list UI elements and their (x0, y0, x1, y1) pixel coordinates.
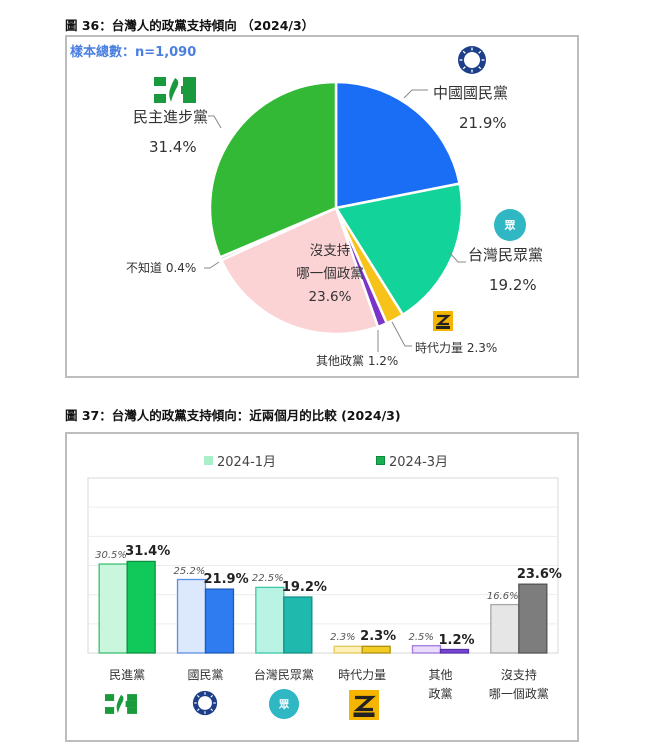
npp-logo-icon (349, 690, 379, 720)
value-label-jan: 16.6% (486, 590, 519, 602)
dpp-logo-icon (154, 77, 196, 103)
leader-line (391, 321, 412, 347)
category-label: 國民黨 (156, 666, 256, 685)
kmt-logo-icon (458, 46, 486, 74)
bar-2024-03 (204, 588, 235, 654)
figure-36-title: 圖 36：台灣人的政黨支持傾向 （2024/3） (65, 18, 315, 33)
legend-item-jan: 2024-1月 (204, 451, 276, 470)
svg-text:眾: 眾 (504, 219, 516, 232)
value-label-mar: 31.4% (125, 544, 171, 560)
other-party-label: 其他政黨 1.2% (316, 354, 399, 368)
legend-label-jan: 2024-1月 (217, 455, 277, 470)
legend-label-mar: 2024-3月 (389, 455, 449, 470)
figure-37-title: 圖 37：台灣人的政黨支持傾向：近兩個月的比較 (2024/3) (65, 408, 401, 423)
dpp-name-label: 民主進步黨 (133, 108, 209, 126)
category-label-line: 民進黨 (109, 668, 146, 682)
bar-2024-01 (490, 603, 520, 654)
bar-2024-01 (333, 645, 363, 654)
unknown-label: 不知道 0.4% (126, 261, 197, 275)
value-label-mar: 21.9% (203, 572, 249, 588)
sample-size-label: 樣本總數：n=1,090 (70, 45, 197, 60)
kmt-pct-label: 21.9% (459, 114, 507, 132)
tpp-pct-label: 19.2% (489, 276, 537, 294)
value-label-jan: 2.5% (408, 631, 434, 643)
value-label-mar: 1.2% (438, 632, 475, 648)
category-label-line: 國民黨 (187, 668, 224, 682)
value-label-mar: 23.6% (516, 567, 562, 583)
value-label-jan: 2.3% (330, 632, 356, 644)
kmt-logo-icon (192, 690, 218, 716)
none-label-line2: 哪一個政黨 (296, 266, 364, 282)
bar-2024-01 (411, 645, 442, 654)
kmt-name-label: 中國國民黨 (433, 84, 509, 102)
pie-chart (204, 80, 466, 352)
pie-slice (219, 206, 380, 336)
tpp-name-label: 台灣民眾黨 (468, 246, 544, 264)
leader-line (448, 251, 466, 263)
npp-logo-icon (433, 311, 453, 331)
category-label-line: 哪一個政黨 (488, 686, 549, 701)
category-label-line: 時代力量 (338, 668, 387, 682)
bar-2024-01 (98, 563, 128, 654)
tpp-logo-icon: 眾 (268, 688, 300, 720)
category-label: 沒支持 哪一個政黨 (469, 666, 569, 703)
bar-2024-03 (439, 648, 470, 654)
none-label-line1: 沒支持 (309, 243, 351, 259)
legend-swatch-jan (204, 456, 213, 465)
bar-2024-03 (518, 583, 548, 654)
leader-line (204, 261, 220, 269)
pie-slice (334, 80, 462, 210)
pie-slice (208, 80, 338, 259)
bar-2024-03 (126, 560, 156, 654)
value-label-jan: 30.5% (95, 550, 127, 562)
category-label-line: 其他 (428, 668, 453, 682)
bar-2024-01 (255, 586, 285, 654)
none-pct-label: 23.6% (308, 289, 352, 305)
category-label-line: 沒支持 (500, 668, 537, 682)
leader-line (208, 115, 222, 129)
dpp-logo-icon (105, 694, 137, 714)
value-label-mar: 2.3% (360, 629, 397, 645)
value-label-jan: 22.5% (251, 573, 284, 585)
category-label: 其他 政黨 (391, 666, 491, 703)
category-label: 民進黨 (77, 666, 177, 685)
category-label: 台灣民眾黨 (234, 666, 334, 685)
category-label-line: 政黨 (428, 686, 453, 701)
svg-text:眾: 眾 (278, 699, 290, 711)
dpp-pct-label: 31.4% (149, 138, 197, 156)
bar-2024-03 (283, 596, 313, 654)
pie-slice (333, 182, 464, 317)
bar-2024-01 (176, 578, 207, 654)
value-label-mar: 19.2% (281, 580, 327, 595)
legend-item-mar: 2024-3月 (376, 451, 448, 470)
leader-line (403, 89, 428, 99)
legend-swatch-mar (376, 456, 385, 465)
category-label: 時代力量 (312, 666, 412, 685)
value-label-jan: 25.2% (173, 565, 206, 577)
tpp-logo-icon: 眾 (494, 209, 526, 241)
npp-label: 時代力量 2.3% (415, 341, 498, 355)
bar-2024-03 (361, 645, 391, 654)
category-label-line: 台灣民眾黨 (253, 668, 314, 682)
